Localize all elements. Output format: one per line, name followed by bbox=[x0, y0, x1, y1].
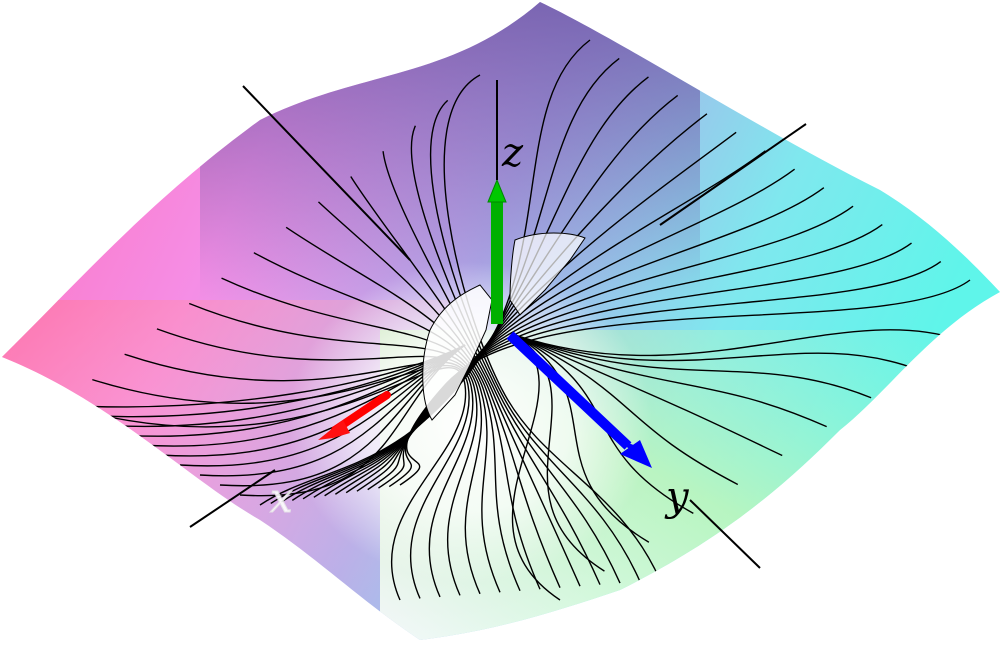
saddle-ruffles bbox=[422, 232, 586, 421]
y-axis-label: y bbox=[664, 474, 690, 520]
contour-curve bbox=[514, 329, 961, 357]
contour-curve bbox=[388, 260, 942, 488]
diagonal-line-upper-right bbox=[659, 123, 807, 226]
contour-curve bbox=[350, 176, 581, 587]
z-axis-label: z bbox=[501, 130, 524, 176]
contour-curve bbox=[281, 76, 649, 503]
contour-curve bbox=[285, 226, 541, 590]
contour-curve bbox=[514, 334, 916, 370]
contour-curve bbox=[514, 334, 827, 428]
contour-curve bbox=[317, 201, 561, 588]
diagonal-line-lower-right bbox=[689, 499, 761, 569]
contour-curve bbox=[221, 277, 501, 593]
contour-curve bbox=[514, 334, 739, 486]
x-axis-label: x bbox=[270, 476, 293, 522]
z-axis-arrow bbox=[487, 80, 507, 324]
contour-curve bbox=[253, 252, 521, 592]
diagonal-line-lower-left bbox=[189, 469, 276, 528]
contour-curve bbox=[188, 302, 483, 595]
contour-curve bbox=[429, 99, 641, 582]
contour-curve bbox=[378, 242, 912, 489]
diagonal-line-upper-left bbox=[242, 85, 411, 261]
contour-curve bbox=[514, 334, 650, 543]
contour-curve bbox=[156, 328, 478, 596]
y-axis-arrow bbox=[506, 331, 652, 468]
contour-curve bbox=[382, 151, 601, 585]
contour-curve bbox=[514, 334, 872, 399]
contour-curve bbox=[514, 334, 783, 457]
contour-curve bbox=[367, 224, 883, 491]
contour-curve bbox=[399, 279, 971, 486]
x-axis-arrow bbox=[318, 391, 391, 440]
contour-curve bbox=[443, 74, 661, 581]
axis-lines bbox=[189, 85, 807, 569]
contour-curve bbox=[410, 125, 621, 584]
